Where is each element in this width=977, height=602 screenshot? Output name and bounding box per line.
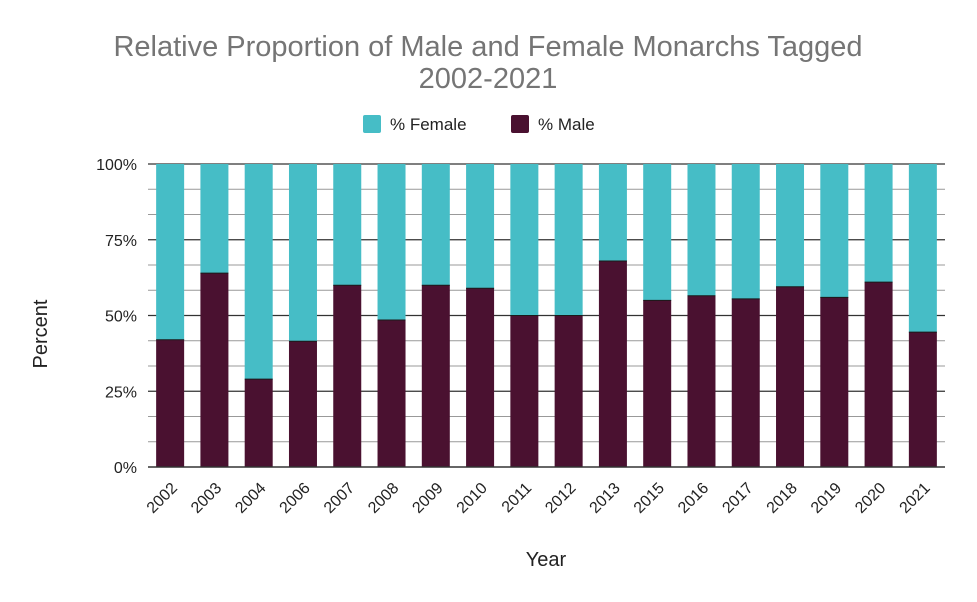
bar-female-2011	[510, 164, 539, 316]
bar-female-2015	[643, 164, 672, 301]
bar-male-2015	[643, 300, 672, 467]
bar-male-2010	[466, 288, 495, 467]
x-tick-label: 2010	[454, 480, 491, 517]
y-tick-label: 0%	[114, 460, 137, 477]
x-tick-label: 2008	[365, 480, 402, 517]
x-tick-label: 2018	[764, 480, 801, 517]
bar-male-2021	[908, 332, 937, 467]
x-tick-label: 2015	[631, 480, 668, 517]
x-tick-label: 2021	[897, 480, 934, 517]
bar-female-2007	[333, 164, 362, 286]
y-tick-label: 100%	[96, 157, 137, 174]
bar-male-2008	[377, 320, 406, 467]
legend-swatch	[363, 115, 381, 133]
bar-female-2018	[776, 164, 805, 287]
legend-swatch	[511, 115, 529, 133]
bar-female-2010	[466, 164, 495, 289]
x-tick-label: 2011	[499, 480, 535, 516]
y-tick-label: 25%	[105, 384, 137, 401]
bar-female-2017	[731, 164, 760, 299]
bar-female-2012	[554, 164, 583, 316]
x-tick-label: 2012	[542, 480, 579, 517]
x-tick-label: 2019	[808, 480, 845, 517]
bar-male-2006	[288, 341, 317, 467]
bar-male-2002	[156, 339, 185, 467]
bar-female-2021	[908, 164, 937, 333]
bar-male-2020	[864, 282, 893, 467]
x-tick-label: 2016	[675, 480, 712, 517]
bar-male-2019	[820, 297, 849, 467]
chart-title-line-2: 2002-2021	[419, 63, 558, 95]
bar-female-2013	[598, 164, 627, 261]
y-tick-label: 50%	[105, 309, 137, 326]
bar-female-2006	[288, 164, 317, 342]
bar-male-2004	[244, 379, 273, 467]
x-tick-label: 2020	[852, 480, 889, 517]
bar-female-2009	[421, 164, 450, 286]
bar-female-2019	[820, 164, 849, 298]
chart-title: Relative Proportion of Male and Female M…	[113, 31, 862, 95]
x-tick-label: 2002	[144, 480, 181, 517]
bar-male-2009	[421, 285, 450, 467]
bar-male-2003	[200, 273, 229, 467]
x-tick-label: 2004	[232, 480, 269, 517]
bar-female-2003	[200, 164, 229, 274]
x-tick-label: 2006	[277, 480, 314, 517]
y-tick-label: 75%	[105, 233, 137, 250]
x-axis-title: Year	[526, 549, 567, 571]
gridlines: 0% 25% 50% 75% 100%	[96, 157, 945, 477]
legend-label: % Male	[538, 115, 595, 134]
legend: % Female % Male	[363, 115, 595, 134]
x-tick-label: 2009	[409, 480, 446, 517]
bar-female-2002	[156, 164, 185, 340]
bar-male-2012	[554, 315, 583, 467]
legend-label: % Female	[390, 115, 467, 134]
bar-female-2016	[687, 164, 716, 296]
bar-male-2007	[333, 285, 362, 467]
bar-female-2008	[377, 164, 406, 321]
bar-male-2013	[598, 260, 627, 467]
x-tick-label: 2013	[587, 480, 624, 517]
bar-female-2020	[864, 164, 893, 283]
x-tick-label: 2007	[321, 480, 358, 517]
bar-male-2017	[731, 298, 760, 467]
x-tick-label: 2003	[188, 480, 225, 517]
bar-male-2018	[776, 286, 805, 467]
chart-title-line-1: Relative Proportion of Male and Female M…	[113, 31, 862, 63]
bar-female-2004	[244, 164, 273, 380]
x-tick-label: 2017	[719, 480, 756, 517]
bar-male-2011	[510, 315, 539, 467]
y-axis-title: Percent	[30, 299, 52, 368]
bar-male-2016	[687, 295, 716, 467]
